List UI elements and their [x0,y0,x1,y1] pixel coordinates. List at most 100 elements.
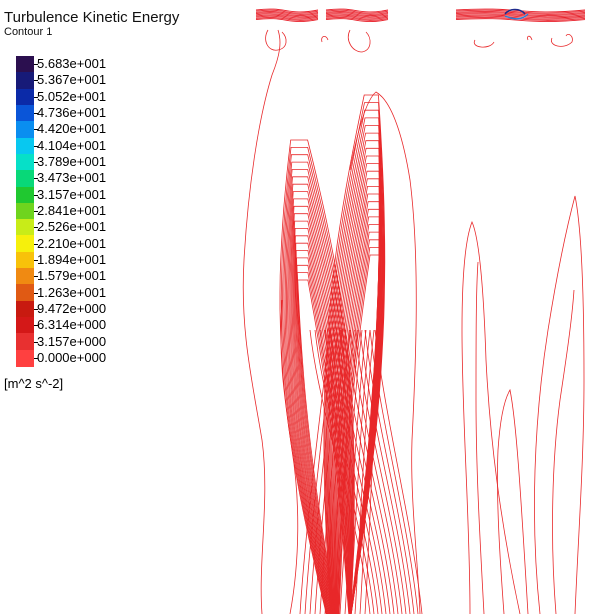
crossing-contour [349,329,371,614]
legend-level-label: 5.367e+001 [37,72,107,88]
inlet-jet-band [455,14,586,19]
legend-level-label: 0.000e+000 [37,349,107,365]
legend-level-label: 9.472e+000 [37,300,107,316]
right-plume-contour [552,289,575,614]
legend-tick [34,259,38,261]
inlet-jet-band [325,15,389,20]
inlet-jet-band [255,17,319,21]
legend-tick [34,145,38,147]
legend-level-label: 2.526e+001 [37,219,107,235]
inlet-jet-band [255,13,319,18]
legend-swatch [16,170,34,188]
inlet-jet-band [325,8,389,13]
left-plume-contour [282,154,354,614]
legend-level-label: 4.104e+001 [37,137,107,153]
inlet-jet-band [325,14,389,19]
legend-swatch [16,251,34,269]
legend-swatch [16,153,34,171]
right-plume-contour [497,388,529,614]
legend-tick [34,80,38,82]
legend-level-label: 3.157e+001 [37,186,107,202]
crossing-contour [334,329,391,614]
legend-level-label: 3.789e+001 [37,154,107,170]
inlet-jet-band [455,13,586,18]
crossing-contour [309,329,371,614]
left-plume-contour [290,205,351,614]
legend-tick [34,341,38,343]
legend-level-label: 6.314e+000 [37,317,107,333]
legend-level-label: 1.894e+001 [37,251,107,267]
inlet-jet-band [455,9,586,14]
legend-swatch [16,349,34,367]
inlet-jet-band [325,12,389,17]
legend-swatch [16,333,34,351]
legend-tick [34,292,38,294]
crossing-contour [364,329,415,614]
legend-swatch [16,235,34,253]
legend-swatch [16,202,34,220]
crossing-contour [344,329,367,614]
crossing-contour [329,329,355,614]
legend-swatch [16,268,34,285]
legend-tick [34,64,38,66]
right-plume-contour [475,261,485,614]
inlet-jet-band [325,17,389,21]
crossing-contour [339,329,395,614]
legend-level-label: 4.420e+001 [37,121,107,137]
crossing-contour [369,329,419,614]
vortex-contour [321,36,329,43]
left-plume-contour [288,191,351,614]
legend-tick [34,308,38,310]
crossing-contour [344,329,399,614]
legend-swatch [16,104,34,122]
legend-tick [34,325,38,327]
legend-tick [34,276,38,278]
crossing-contour [329,329,387,614]
legend-level-label: 3.473e+001 [37,170,107,186]
crossing-contour [309,329,339,614]
legend-swatch [16,186,34,204]
inlet-jet-band [325,11,389,15]
color-legend-bar [16,56,38,367]
left-plume-contour [287,183,352,614]
crossing-contour [359,329,411,614]
inlet-jet-band [455,18,586,23]
inlet-jet-band [455,16,586,21]
crossing-contour [349,329,403,614]
crossing-contour [354,329,375,614]
contour-line [349,91,421,614]
legend-level-label: 5.683e+001 [37,56,107,72]
crossing-contour [314,329,343,614]
crossing-contour [374,329,423,614]
hotspot-contour [504,8,526,15]
inlet-jet-band [255,18,319,23]
legend-tick [34,194,38,196]
legend-tick [34,211,38,212]
legend-level-label: 5.052e+001 [37,88,107,104]
legend-tick [34,96,38,98]
legend-tick [34,113,38,115]
legend-swatch [16,317,34,334]
inlet-jet-band [325,18,389,23]
vortex-contour [265,29,287,51]
right-plume-contour [461,220,521,614]
legend-tick [34,357,38,359]
crossing-contour [354,329,407,614]
inlet-jet-band [455,12,586,17]
left-plume-contour [292,220,351,614]
vortex-contour [347,29,371,53]
inlet-jet-band [255,15,319,20]
legend-swatch [16,219,34,237]
crossing-contour [319,329,379,614]
legend-level-label: 2.841e+001 [37,203,107,218]
legend-swatch [16,300,34,318]
inlet-jet-band [255,12,319,17]
legend-swatch [16,56,34,73]
inlet-jet-band [325,13,389,18]
vortex-contour [527,35,533,41]
legend-level-label: 4.736e+001 [37,105,107,121]
inlet-jet-band [255,8,319,13]
contour-line [242,29,281,614]
crossing-contour [314,329,375,614]
